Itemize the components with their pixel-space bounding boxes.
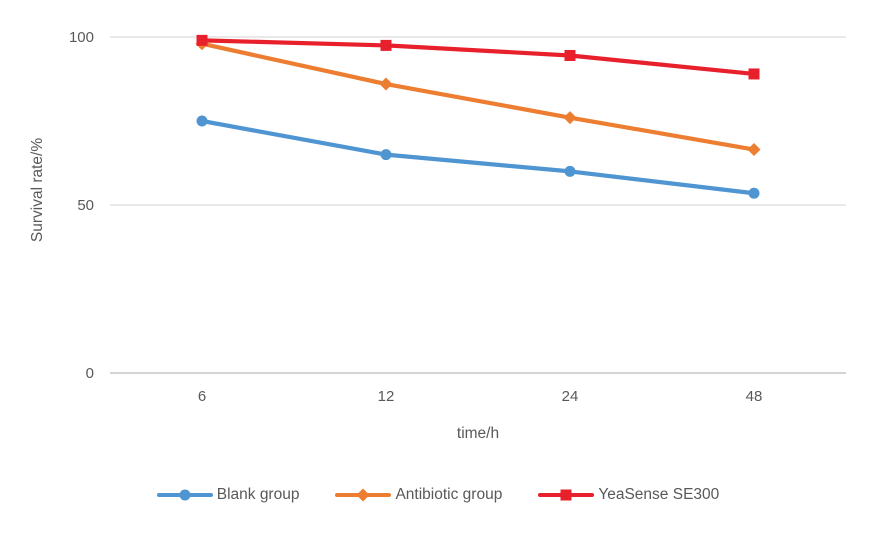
series-marker-yeasense-se300-24 [564, 49, 576, 61]
series-marker-blank-group-6 [196, 115, 208, 127]
legend-label: Antibiotic group [395, 486, 503, 503]
legend-label: Blank group [216, 486, 300, 503]
series-marker-antibiotic-group-24 [563, 111, 577, 125]
legend-label: YeaSense SE300 [598, 486, 720, 503]
series-marker-antibiotic-group-12 [379, 77, 393, 91]
x-tick-label-6: 6 [198, 388, 206, 405]
legend-marker-square-icon [538, 489, 595, 501]
legend-item-blank-group: Blank group [156, 486, 300, 504]
series-marker-blank-group-48 [748, 187, 760, 199]
series-line-yeasense-se300 [199, 38, 757, 77]
legend-marker-shape [179, 489, 191, 501]
series-line-blank-group [199, 118, 757, 196]
tick-layer: 0 50 100 6 12 24 48 [69, 29, 762, 405]
series-marker-yeasense-se300-6 [196, 34, 208, 46]
chart-legend: Blank group Antibiotic group YeaSense SE30… [0, 486, 876, 504]
y-tick-label-0: 0 [86, 365, 94, 382]
y-tick-label-100: 100 [69, 29, 94, 46]
series-marker-blank-group-24 [564, 165, 576, 177]
legend-marker-shape [560, 489, 572, 501]
series-line-antibiotic-group [199, 41, 757, 152]
legend-marker-shape [356, 488, 370, 502]
x-tick-label-48: 48 [746, 388, 763, 405]
legend-marker-diamond-icon [335, 488, 392, 502]
legend-item-antibiotic-group: Antibiotic group [335, 486, 502, 504]
grid-layer [110, 36, 846, 374]
x-tick-label-24: 24 [562, 388, 579, 405]
legend-marker-circle-icon [156, 489, 213, 501]
x-tick-label-12: 12 [378, 388, 395, 405]
series-marker-yeasense-se300-48 [748, 68, 760, 80]
y-axis-title: Survival rate/% [29, 138, 46, 242]
plot-area: 0 50 100 6 12 24 48 Survival rate/% time/h [29, 29, 846, 442]
x-axis-title: time/h [457, 425, 499, 442]
series-marker-antibiotic-group-48 [747, 143, 761, 157]
series-marker-yeasense-se300-12 [380, 39, 392, 51]
series-marker-blank-group-12 [380, 149, 392, 161]
y-tick-label-50: 50 [77, 197, 94, 214]
legend-item-yeasense-se300: YeaSense SE300 [538, 486, 719, 504]
series-layer [195, 34, 761, 199]
